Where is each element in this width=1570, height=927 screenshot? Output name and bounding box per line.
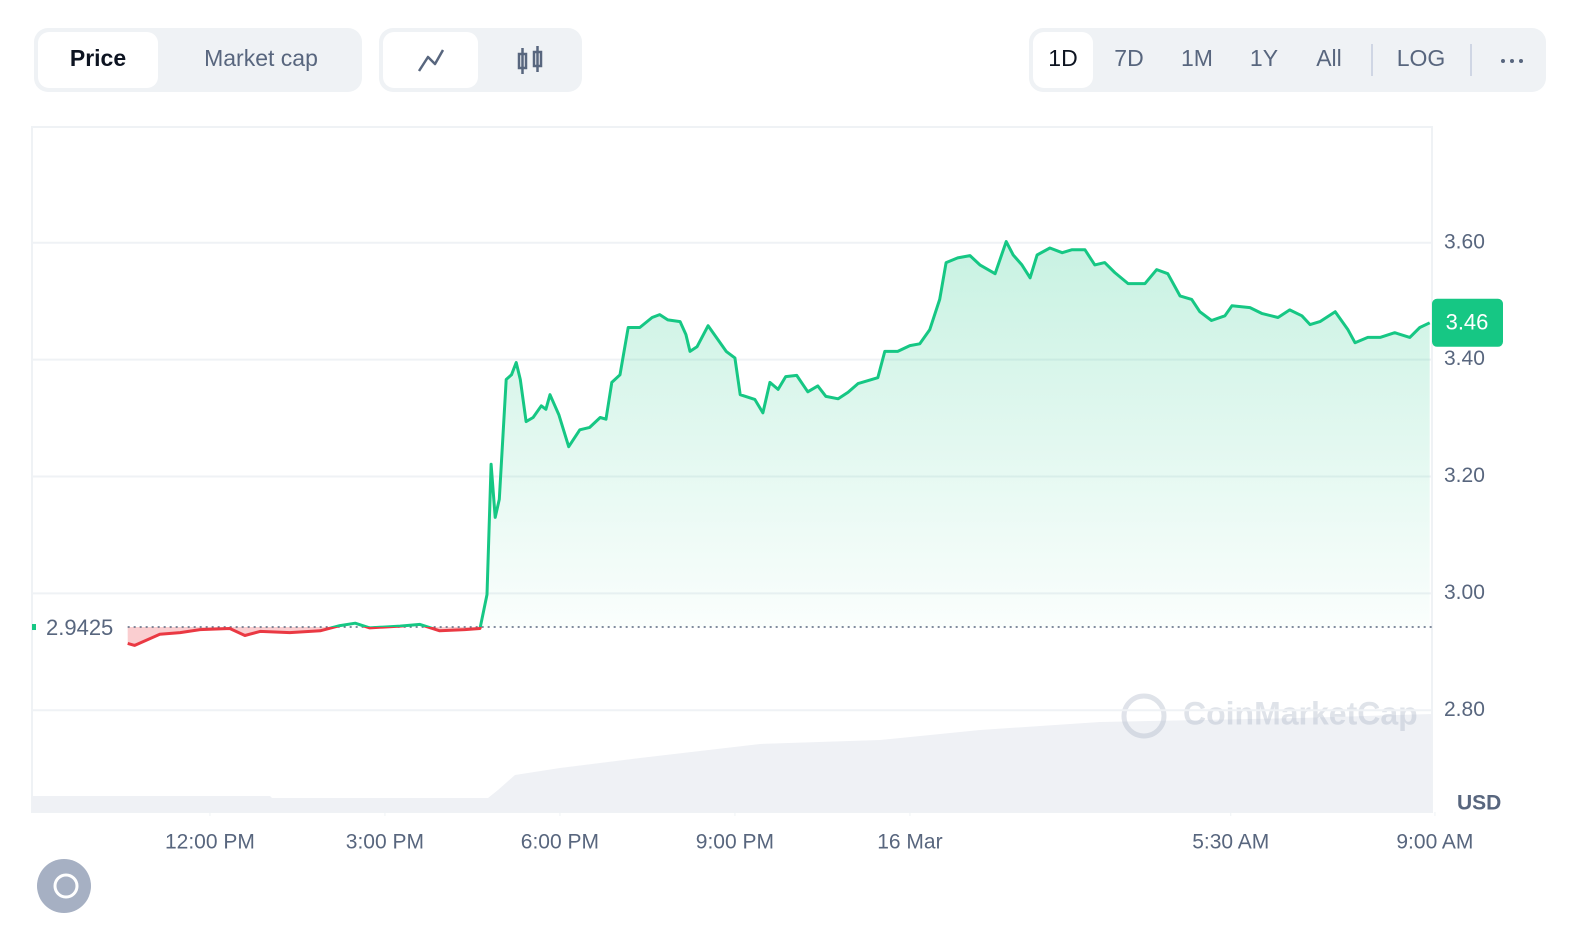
y-tick-label: 3.60 xyxy=(1444,230,1485,253)
range-button[interactable]: 1D xyxy=(1048,45,1077,71)
volume-silhouette xyxy=(32,714,1432,812)
y-tick-label: 3.00 xyxy=(1444,581,1485,604)
range-button[interactable]: 1M xyxy=(1181,45,1213,71)
history-button[interactable] xyxy=(37,859,91,913)
y-tick-label: 2.80 xyxy=(1444,698,1485,721)
x-tick-label: 3:00 PM xyxy=(346,831,424,854)
range-button[interactable]: All xyxy=(1316,45,1342,71)
history-icon xyxy=(53,873,79,899)
log-button[interactable]: LOG xyxy=(1397,45,1446,71)
y-tick-label: 3.40 xyxy=(1444,347,1485,370)
reference-marker xyxy=(32,624,36,631)
x-tick-label: 9:00 PM xyxy=(696,831,774,854)
reference-label: 2.9425 xyxy=(46,615,113,640)
watermark: CoinMarketCap xyxy=(1121,693,1418,739)
view-active-pill[interactable] xyxy=(38,32,158,88)
candle-icon[interactable] xyxy=(517,46,543,74)
y-tick-label: 3.20 xyxy=(1444,464,1485,487)
x-tick-label: 5:30 AM xyxy=(1192,831,1269,854)
range-toggle xyxy=(1029,28,1546,92)
currency-label: USD xyxy=(1457,792,1501,815)
x-tick-label: 9:00 AM xyxy=(1396,831,1473,854)
range-active-pill[interactable] xyxy=(1033,32,1093,88)
view-button[interactable]: Price xyxy=(70,45,126,71)
reference-label-bg xyxy=(40,613,124,642)
watermark-text: CoinMarketCap xyxy=(1183,695,1418,731)
price-tag-box xyxy=(1432,298,1503,347)
price-line xyxy=(127,240,1431,647)
view-button[interactable]: Market cap xyxy=(204,45,318,71)
more-button[interactable] xyxy=(1501,59,1523,63)
x-tick-label: 6:00 PM xyxy=(521,831,599,854)
range-button[interactable]: 1Y xyxy=(1250,45,1278,71)
range-button[interactable]: 7D xyxy=(1114,45,1143,71)
x-tick-label: 16 Mar xyxy=(877,831,942,854)
price-area xyxy=(127,241,1430,646)
x-tick-label: 12:00 PM xyxy=(165,831,255,854)
line-icon xyxy=(417,49,445,72)
price-tag: 3.46 xyxy=(1446,310,1489,335)
